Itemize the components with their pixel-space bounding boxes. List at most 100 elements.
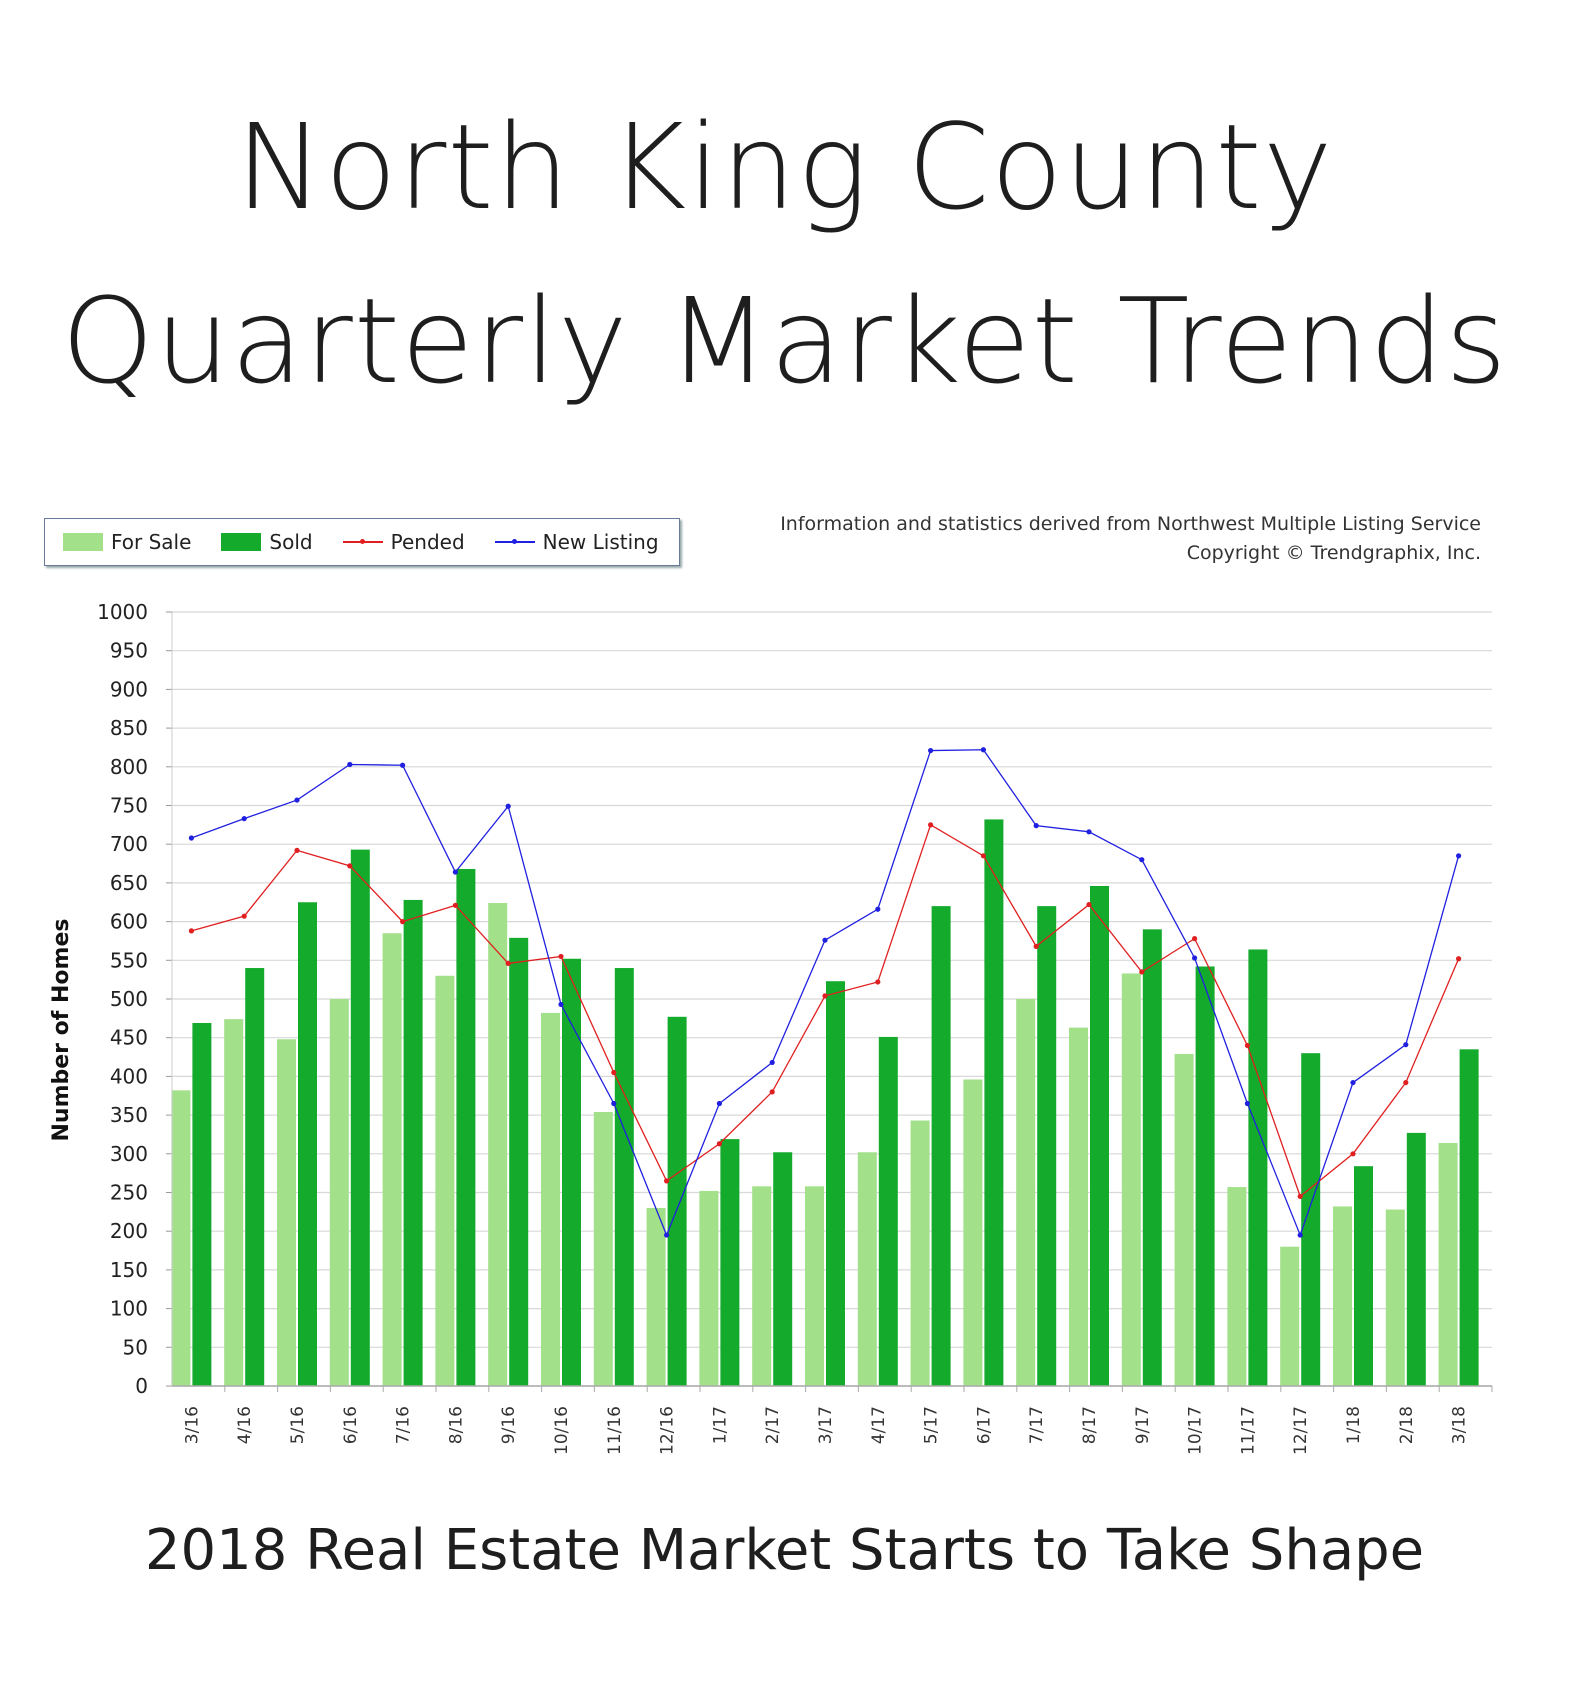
bar-sold — [1406, 1132, 1426, 1386]
x-tick-label: 9/16 — [499, 1406, 519, 1444]
x-tick-label: 11/17 — [1238, 1406, 1258, 1455]
y-tick-label: 950 — [110, 639, 148, 663]
point-pended — [1244, 1042, 1250, 1049]
point-new-listing — [400, 762, 406, 768]
legend-item-sold: Sold — [221, 530, 313, 554]
point-new-listing — [1403, 1042, 1409, 1048]
point-pended — [558, 953, 564, 960]
point-new-listing — [1139, 857, 1145, 863]
x-tick-label: 10/17 — [1186, 1406, 1206, 1455]
bar-sold — [826, 981, 845, 1386]
point-new-listing — [1086, 829, 1092, 835]
point-pended — [452, 902, 458, 908]
bar-sold — [1248, 949, 1268, 1386]
y-tick-label: 450 — [110, 1026, 148, 1050]
point-pended — [1033, 943, 1039, 949]
bar-sold — [456, 868, 476, 1386]
y-tick-label: 850 — [110, 716, 148, 740]
x-tick-label: 2/17 — [763, 1406, 783, 1444]
y-tick-label: 500 — [110, 987, 148, 1011]
point-pended — [188, 928, 194, 934]
point-pended — [1403, 1079, 1409, 1086]
point-new-listing — [294, 797, 300, 803]
x-tick-label: 10/16 — [552, 1406, 572, 1455]
y-tick-label: 600 — [110, 910, 148, 934]
y-tick-label: 0 — [135, 1374, 148, 1398]
bar-for-sale — [1333, 1206, 1352, 1386]
bar-for-sale — [224, 1019, 244, 1386]
y-tick-label: 900 — [110, 677, 148, 701]
y-tick-label: 700 — [110, 832, 148, 856]
bar-for-sale — [1174, 1053, 1194, 1386]
x-tick-label: 1/18 — [1344, 1406, 1364, 1444]
bar-sold — [984, 819, 1004, 1386]
bar-for-sale — [1121, 973, 1141, 1386]
bar-sold — [245, 968, 265, 1386]
y-tick-label: 350 — [110, 1103, 148, 1127]
bar-for-sale — [857, 1152, 877, 1386]
legend-line-pended — [342, 539, 383, 544]
point-new-listing — [1033, 823, 1039, 829]
source-note: Information and statistics derived from … — [780, 510, 1481, 568]
point-pended — [241, 913, 247, 919]
page-title-line1: North King County — [235, 98, 1334, 236]
bar-sold — [878, 1036, 898, 1386]
x-tick-label: 2/18 — [1397, 1406, 1417, 1444]
point-pended — [822, 993, 828, 999]
point-pended — [716, 1141, 723, 1147]
bar-for-sale — [593, 1112, 613, 1386]
source-line-2: Copyright © Trendgraphix, Inc. — [1186, 542, 1481, 564]
page-title-line2: Quarterly Market Trends — [61, 272, 1508, 410]
bar-for-sale — [1280, 1246, 1300, 1386]
bar-sold — [192, 1022, 212, 1386]
bar-for-sale — [435, 975, 455, 1386]
bar-sold — [350, 849, 370, 1386]
point-pended — [505, 960, 511, 966]
point-new-listing — [347, 761, 353, 768]
bar-for-sale — [329, 999, 349, 1386]
bar-for-sale — [752, 1186, 772, 1386]
point-new-listing — [1456, 853, 1462, 859]
point-pended — [1139, 969, 1145, 975]
x-tick-label: 4/17 — [869, 1406, 889, 1444]
bar-sold — [1459, 1049, 1479, 1386]
bar-for-sale — [1385, 1209, 1405, 1386]
bar-sold — [562, 958, 581, 1386]
point-pended — [611, 1069, 617, 1076]
y-tick-label: 1000 — [97, 600, 148, 624]
point-pended — [1086, 901, 1092, 908]
legend-item-new-listing: New Listing — [494, 530, 659, 554]
axis-layer: 0 50 100 150 200 250 300 350 400 450 500 550 600 650 7… — [97, 600, 1493, 1455]
y-tick-label: 200 — [110, 1219, 148, 1243]
legend-item-pended: Pended — [342, 530, 465, 554]
point-new-listing — [980, 747, 987, 753]
legend-label-pended: Pended — [390, 530, 465, 554]
source-line-1: Information and statistics derived from … — [780, 513, 1481, 535]
x-tick-label: 12/16 — [658, 1406, 678, 1455]
point-pended — [1192, 936, 1198, 942]
point-new-listing — [1297, 1232, 1303, 1238]
page-subtitle: 2018 Real Estate Market Starts to Take S… — [144, 1518, 1425, 1583]
bar-sold — [1354, 1166, 1373, 1386]
x-tick-label: 1/17 — [710, 1406, 730, 1444]
bar-sold — [509, 937, 529, 1386]
bar-sold — [403, 899, 423, 1386]
x-tick-label: 3/17 — [816, 1406, 836, 1444]
bar-sold — [298, 902, 317, 1386]
x-tick-label: 7/17 — [1027, 1406, 1047, 1444]
point-new-listing — [716, 1100, 723, 1107]
legend-label-new-listing: New Listing — [542, 530, 659, 554]
line-pended — [191, 823, 1460, 1198]
bar-sold — [1301, 1053, 1321, 1386]
point-new-listing — [1244, 1100, 1250, 1107]
bar-for-sale — [963, 1079, 983, 1386]
bar-for-sale — [1438, 1142, 1458, 1386]
y-tick-label: 800 — [110, 755, 148, 779]
point-new-listing — [664, 1232, 670, 1238]
bar-sold — [1142, 929, 1162, 1386]
point-new-listing — [505, 803, 511, 809]
x-tick-label: 9/17 — [1133, 1406, 1153, 1444]
legend-swatch-for-sale — [63, 533, 103, 551]
y-tick-label: 550 — [110, 948, 148, 972]
x-tick-label: 3/18 — [1450, 1406, 1470, 1444]
